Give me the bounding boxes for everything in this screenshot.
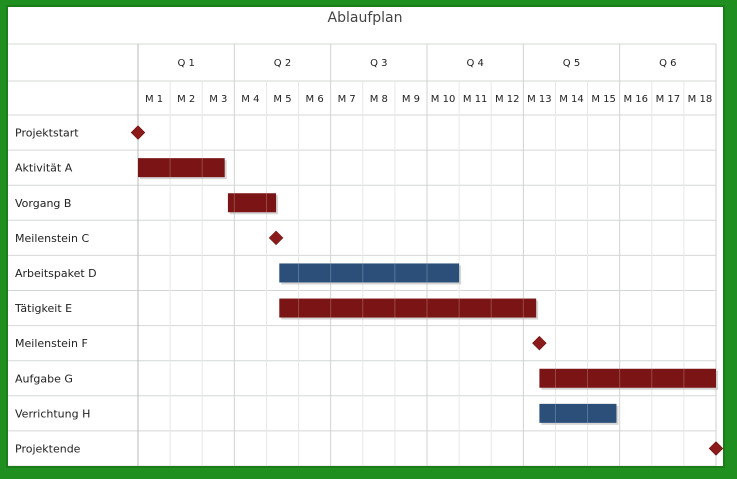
quarter-label: Q 5 xyxy=(563,58,580,69)
month-label: M 4 xyxy=(241,94,259,105)
month-label: M 2 xyxy=(177,94,195,105)
month-label: M 14 xyxy=(559,94,584,105)
month-label: M 10 xyxy=(431,94,456,105)
task-label: Meilenstein C xyxy=(15,232,89,245)
chart-frame: Ablaufplan Q 1 Q 2 Q 3 Q 4 Q 5 Q 6 M 1 M 2 M 3 M … xyxy=(6,5,725,468)
month-label: M 13 xyxy=(527,94,552,105)
milestone-marker xyxy=(268,230,284,246)
task-label: Projektende xyxy=(15,442,81,455)
quarter-label: Q 4 xyxy=(466,58,483,69)
month-label: M 8 xyxy=(370,94,388,105)
task-bar xyxy=(227,193,277,213)
task-bar xyxy=(539,403,617,423)
month-label: M 16 xyxy=(623,94,648,105)
month-label: M 6 xyxy=(306,94,324,105)
milestone-marker xyxy=(532,335,547,351)
month-label: M 18 xyxy=(688,94,713,105)
task-label: Verrichtung H xyxy=(15,407,90,420)
month-label: M 7 xyxy=(338,94,356,105)
quarter-label: Q 2 xyxy=(274,58,291,69)
chart-title: Ablaufplan xyxy=(328,10,403,26)
gantt-chart: Ablaufplan Q 1 Q 2 Q 3 Q 4 Q 5 Q 6 M 1 M 2 M 3 M … xyxy=(8,10,723,466)
quarter-label: Q 6 xyxy=(659,58,676,69)
task-bar xyxy=(539,368,716,388)
month-label: M 11 xyxy=(463,94,488,105)
month-label: M 17 xyxy=(656,94,681,105)
month-label: M 1 xyxy=(145,94,163,105)
task-label: Meilenstein F xyxy=(15,337,88,350)
quarter-label: Q 3 xyxy=(370,58,387,69)
task-label: Aufgabe G xyxy=(15,372,73,385)
task-bar xyxy=(279,263,460,283)
task-label: Tätigkeit E xyxy=(14,302,72,315)
month-label: M 9 xyxy=(402,94,420,105)
month-label: M 12 xyxy=(495,94,520,105)
milestone-marker xyxy=(708,441,723,456)
month-label: M 5 xyxy=(273,94,291,105)
month-label: M 3 xyxy=(209,94,227,105)
task-label: Arbeitspaket D xyxy=(15,267,97,280)
task-label: Aktivität A xyxy=(15,162,73,175)
quarter-label: Q 1 xyxy=(177,58,194,69)
milestone-marker xyxy=(130,125,146,140)
task-bar xyxy=(279,298,537,318)
task-bar xyxy=(138,158,225,178)
month-label: M 15 xyxy=(591,94,616,105)
task-label: Vorgang B xyxy=(15,197,71,210)
task-label: Projektstart xyxy=(15,127,79,140)
